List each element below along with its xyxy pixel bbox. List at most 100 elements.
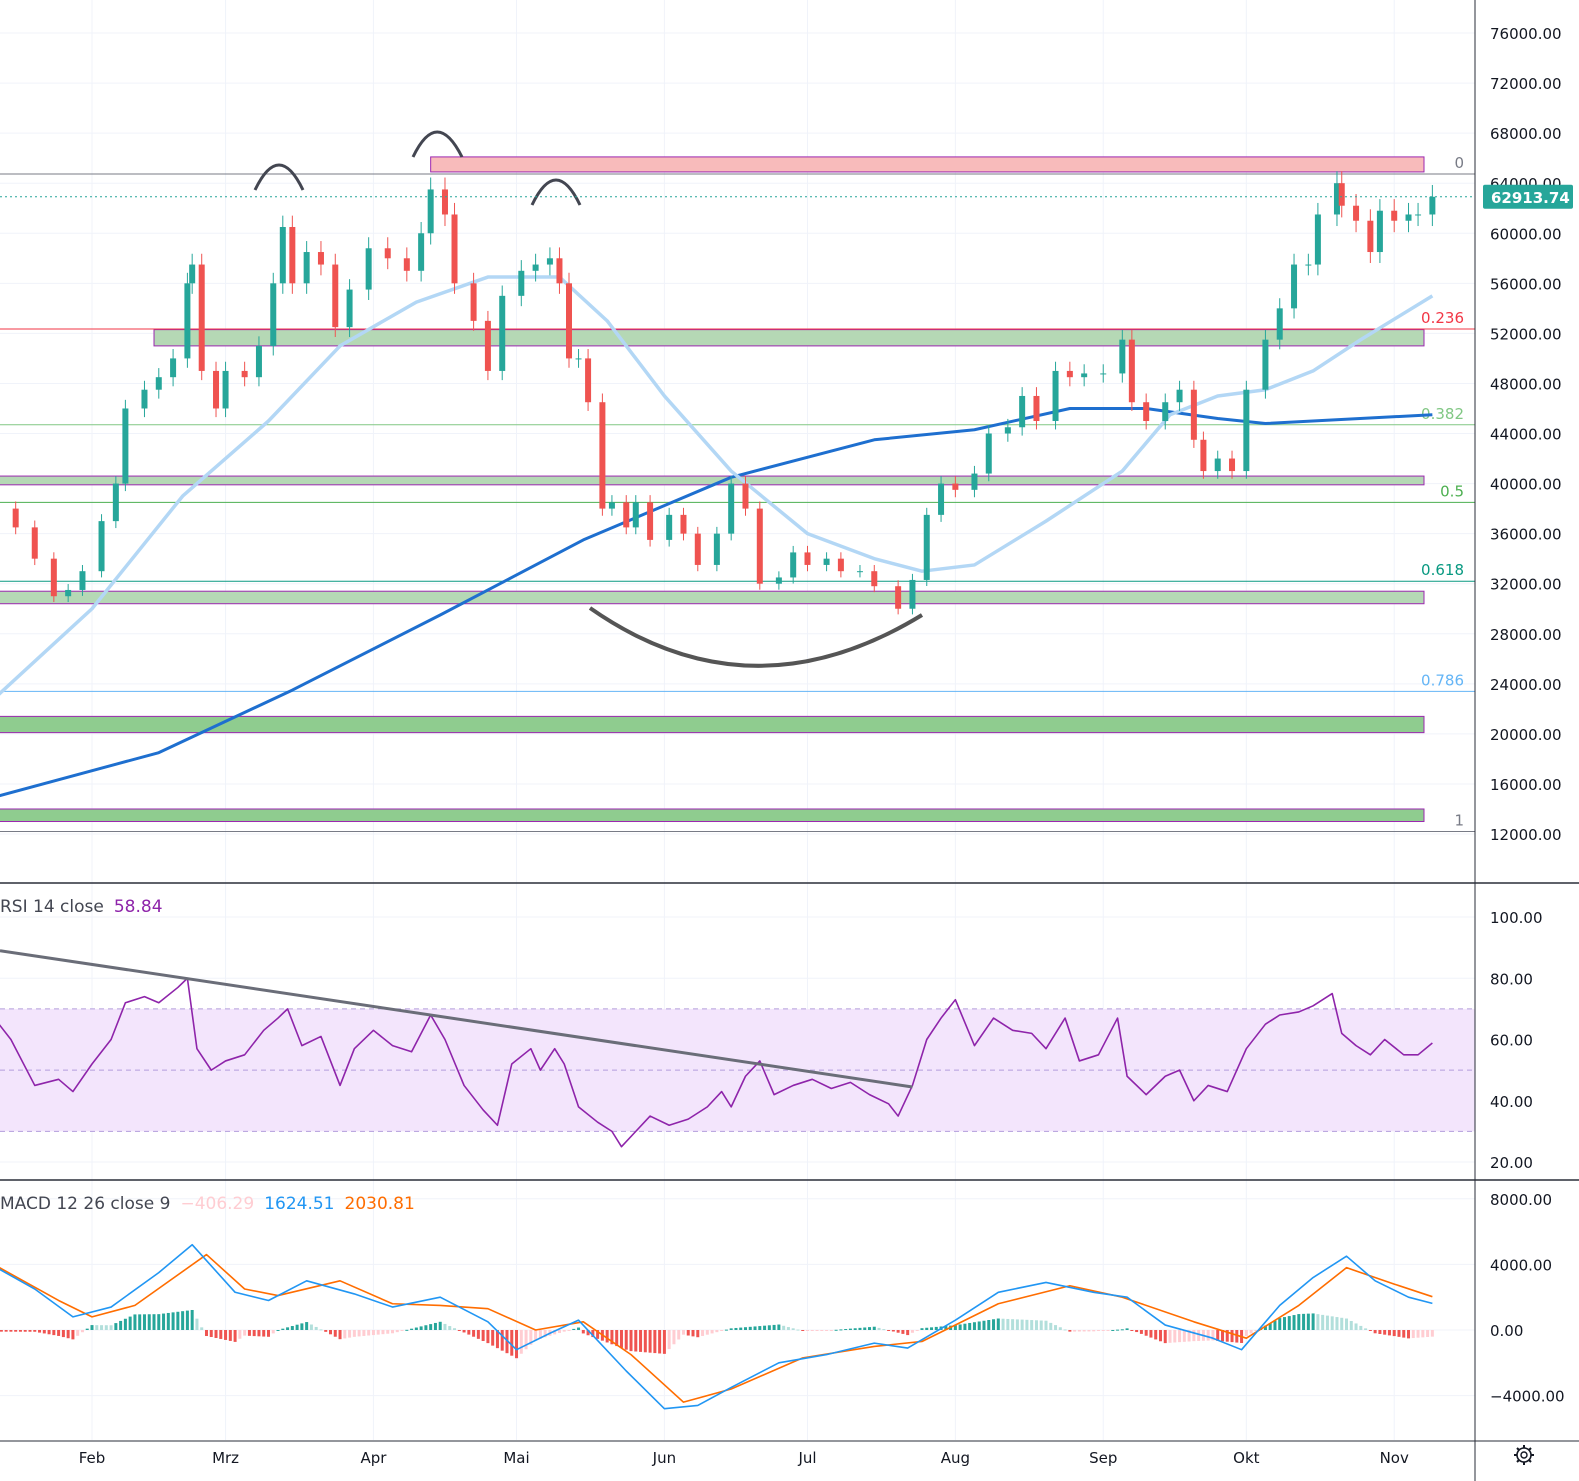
macd-histogram-bar [1273,1320,1277,1330]
candle-body [952,483,959,490]
candle-body [50,558,57,597]
candle-body [222,370,229,409]
zone-rectangle[interactable] [0,475,1425,486]
macd-histogram-bar [400,1330,404,1331]
macd-histogram-bar [171,1312,175,1330]
macd-histogram-bar [185,1310,189,1330]
macd-histogram-bar [1011,1319,1015,1330]
macd-histogram-bar [1044,1320,1048,1330]
rsi-pane[interactable] [0,949,1475,1148]
macd-histogram-bar [1058,1327,1062,1330]
macd-histogram-bar [1168,1330,1172,1343]
pattern-drawings[interactable] [253,130,924,668]
candle-body [213,370,220,409]
rsi-tick-label: 60.00 [1490,1032,1533,1050]
macd-histogram-bar [1211,1330,1215,1341]
macd-histogram-bar [190,1309,194,1330]
macd-histogram-bar [324,1330,328,1332]
candle-body [141,389,148,409]
macd-histogram-bar [276,1330,280,1331]
macd-histogram-bar [810,1330,814,1331]
macd-histogram-bar [138,1314,142,1330]
rsi-label: RSI 14 close [0,897,104,917]
macd-histogram-bar [1173,1330,1177,1343]
macd-histogram-bar [1321,1314,1325,1330]
macd-histogram-bar [214,1330,218,1338]
left-shoulder-arc[interactable] [253,163,305,191]
candle-body [585,358,592,403]
macd-histogram-bar [243,1330,247,1336]
macd-histogram-bar [352,1330,356,1337]
macd-histogram-bar [734,1327,738,1330]
macd-histogram-bar [1101,1330,1105,1331]
macd-histogram-bar [1397,1330,1401,1337]
right-shoulder-arc[interactable] [530,178,582,206]
candle-body [694,533,701,565]
rsi-legend[interactable]: RSI 14 close 58.84 [0,897,173,917]
time-tick-label: Sep [1089,1449,1117,1467]
macd-tick-label: 4000.00 [1490,1256,1552,1274]
zone-rectangle[interactable] [0,590,1425,605]
macd-histogram-bar [85,1328,89,1330]
macd-histogram-bar [286,1327,290,1330]
macd-histogram-bar [462,1330,466,1333]
macd-histogram-bar [1421,1330,1425,1338]
macd-histogram-bar [262,1330,266,1337]
macd-histogram-bar [23,1330,27,1332]
gear-icon[interactable] [1514,1445,1534,1465]
macd-histogram-bar [1235,1330,1239,1343]
macd-legend[interactable]: MACD 12 26 close 9 −406.29 1624.51 2030.81 [0,1194,425,1214]
macd-histogram-bar [863,1327,867,1330]
macd-histogram-bar [992,1319,996,1330]
macd-histogram-bar [596,1330,600,1339]
time-tick-label: Nov [1380,1449,1409,1467]
macd-label: MACD 12 26 close 9 [0,1194,171,1214]
macd-pane[interactable] [0,1243,1434,1410]
macd-histogram-bar [1416,1330,1420,1338]
candle-body [279,226,286,284]
head-arc[interactable] [411,130,464,158]
macd-histogram-bar [247,1330,251,1336]
macd-histogram-bar [519,1330,523,1354]
macd-histogram-bar [786,1327,790,1330]
macd-histogram-bar [1225,1330,1229,1342]
support-resistance-zones[interactable] [0,156,1425,823]
macd-tick-label: 8000.00 [1490,1191,1552,1209]
candle-body [575,358,582,360]
candle-body [403,258,410,271]
macd-histogram-bar [1077,1330,1081,1332]
candle-body [756,508,763,584]
macd-histogram-bar [1392,1330,1396,1337]
rsi-tick-label: 40.00 [1490,1093,1533,1111]
zone-rectangle[interactable] [153,329,1425,347]
candle-body [31,527,38,559]
macd-histogram-bar [1120,1329,1124,1331]
cup-arc[interactable] [588,606,924,668]
candle-body [1081,373,1088,378]
macd-histogram-bar [801,1330,805,1331]
macd-histogram-bar [405,1329,409,1331]
zone-rectangle[interactable] [0,715,1425,734]
macd-histogram-bar [968,1322,972,1330]
macd-histogram-bar [1283,1317,1286,1330]
zone-rectangle[interactable] [430,156,1425,173]
macd-histogram-bar [925,1327,929,1330]
macd-histogram-bar [181,1311,185,1330]
candle-body [270,283,277,346]
macd-histogram-bar [953,1325,957,1330]
macd-histogram-bar [290,1326,294,1330]
macd-histogram-bar [977,1321,981,1330]
macd-histogram-bar [848,1328,852,1330]
candle-body [241,370,248,378]
macd-histogram-bar [1292,1315,1296,1330]
zone-rectangle[interactable] [0,808,1425,823]
macd-histogram-bar [1263,1325,1267,1330]
candle-body [79,571,86,590]
macd-histogram-bar [958,1324,962,1330]
candle-body [418,233,425,271]
macd-histogram-bar [0,1330,3,1332]
fibonacci-retracement[interactable]: 0 0.236 0.382 0.5 0.618 0.786 1 [0,154,1475,833]
rsi-trendline [0,949,913,1089]
